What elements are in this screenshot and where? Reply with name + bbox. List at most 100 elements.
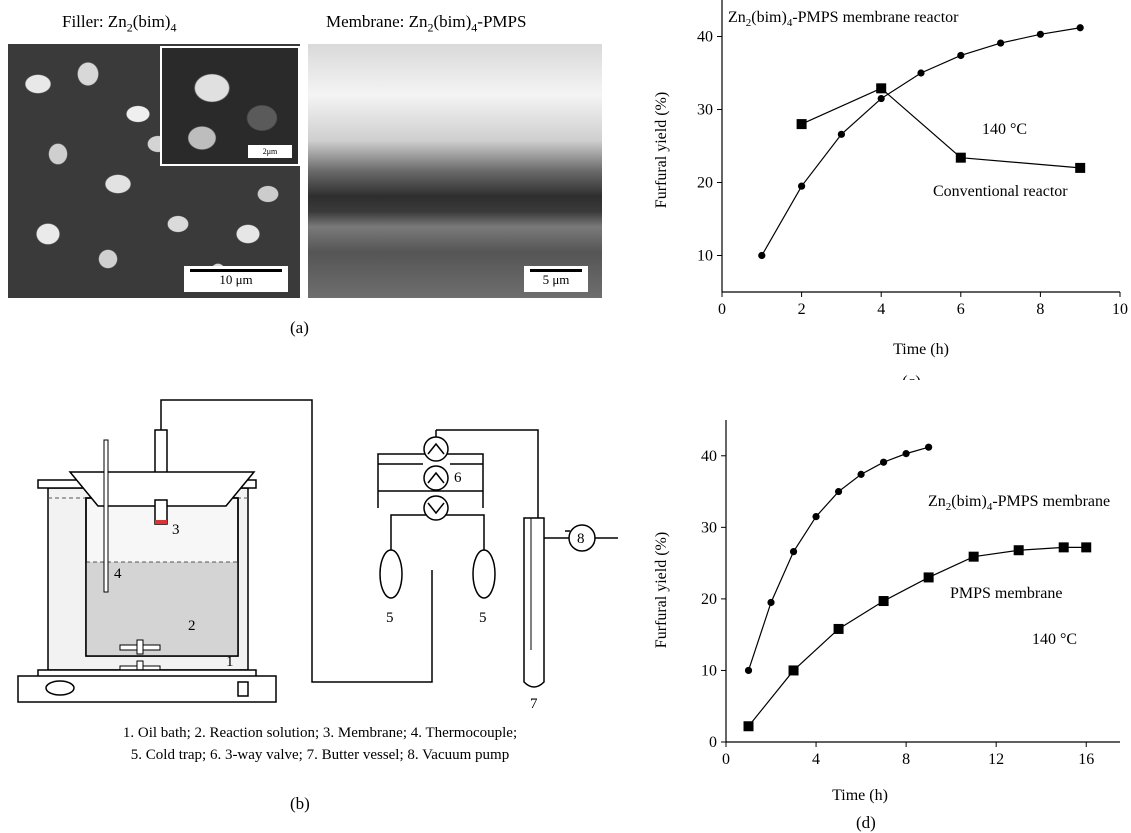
chart-c: 0 2 4 6 8 10 10 20 30 40 Furfural yield (%) Time … [653, 0, 1128, 380]
d-x-tick-label: 16 [1078, 751, 1094, 768]
c-y-tick-label: 10 [697, 248, 713, 265]
d-y-tick-label: 20 [701, 591, 717, 608]
c-x-tick-label: 2 [798, 301, 806, 318]
d-series-2-point [743, 721, 754, 732]
c-y-tick-label: 40 [697, 29, 713, 46]
c-temperature-label: 140 °C [982, 121, 1027, 138]
d-series-1-point [812, 513, 820, 521]
label-7: 7 [530, 696, 538, 710]
c-series2-label: Conventional reactor [933, 183, 1068, 200]
d-series-2-point [1081, 542, 1092, 553]
d-y-tick-label: 40 [701, 448, 717, 465]
three-way-valve-manifold [377, 429, 539, 554]
c-series-1-point [1036, 30, 1044, 38]
c-x-tick-label: 0 [718, 301, 726, 318]
label-3: 3 [172, 522, 180, 538]
c-panel-label: (c) [902, 372, 921, 380]
apparatus-schematic: 1 2 3 4 5 5 6 7 8 [17, 399, 618, 710]
c-series-2-point [876, 83, 887, 94]
valve-symbols [423, 436, 449, 521]
d-series2-label: PMPS membrane [950, 585, 1062, 602]
chart-d: 0 4 8 12 16 0 10 20 30 40 Furfural yield (%) Time… [653, 420, 1120, 832]
c-series-1-point [957, 51, 965, 60]
d-ylabel: Furfural yield (%) [653, 532, 670, 648]
c-series-1-line [761, 27, 1081, 256]
d-series-2-point [923, 572, 934, 583]
stirrer-reactor [119, 639, 161, 655]
panel-b-legend: 1. Oil bath; 2. Reaction solution; 3. Me… [122, 725, 518, 763]
c-series-2-line [801, 87, 1081, 169]
d-series1-label: Zn2(bim)4-PMPS membrane [928, 493, 1110, 513]
d-y-tick-label: 0 [709, 734, 717, 751]
c-series1-label: Zn2(bim)4-PMPS membrane reactor [728, 9, 959, 29]
label-4: 4 [114, 566, 122, 582]
d-series-2-point [1013, 545, 1024, 556]
c-series-2-point [1075, 162, 1086, 173]
d-series-1-point [902, 450, 910, 458]
panel-b-label: (b) [290, 794, 310, 813]
label-1: 1 [226, 654, 234, 670]
d-x-tick-label: 12 [988, 751, 1004, 768]
vacuum-line [160, 399, 433, 683]
sem-image-membrane: 5 μm [308, 44, 602, 298]
hotplate-knob [45, 680, 75, 696]
filler-title: Filler: Zn2(bim)4 [62, 12, 177, 35]
d-series-1-point [789, 548, 798, 556]
c-series-1-point [997, 39, 1005, 47]
d-x-tick-label: 4 [812, 751, 820, 768]
d-y-tick-label: 10 [701, 662, 717, 679]
c-series-2-point [796, 119, 807, 130]
c-x-tick-label: 4 [877, 301, 885, 318]
hotplate-switch [237, 681, 249, 697]
d-series-1-point [767, 598, 775, 607]
label-8: 8 [577, 531, 585, 547]
c-series-1-point [877, 94, 885, 103]
d-series-1-point [744, 666, 753, 675]
membrane-title: Membrane: Zn2(bim)4-PMPS [326, 12, 527, 35]
d-xlabel: Time (h) [832, 787, 888, 804]
c-series-1-point [917, 69, 925, 77]
sem-image-filler: 2μm 10 μm [8, 44, 300, 298]
c-y-tick-label: 30 [697, 102, 713, 119]
c-series-2-point [955, 152, 966, 163]
c-series-1-point [1076, 24, 1084, 32]
d-temperature-label: 140 °C [1032, 631, 1077, 648]
d-panel-label: (d) [856, 813, 876, 832]
inset-scale-bar: 2μm [248, 145, 292, 158]
buffer-vessel [523, 517, 545, 688]
label-6: 6 [454, 470, 462, 486]
thermocouple [103, 439, 109, 593]
reactor-lid [68, 471, 256, 507]
sem-inset: 2μm [160, 46, 300, 166]
membrane [155, 520, 167, 524]
d-x-tick-label: 8 [902, 751, 910, 768]
reaction-solution [86, 562, 238, 656]
c-x-tick-label: 8 [1036, 301, 1044, 318]
d-series-2-point [788, 665, 799, 676]
c-series-1-point [837, 130, 845, 138]
filler-scale-bar: 10 μm [184, 266, 288, 292]
label-2: 2 [188, 618, 196, 634]
label-5a: 5 [386, 610, 394, 626]
c-y-tick-label: 20 [697, 175, 713, 192]
c-xlabel: Time (h) [893, 341, 949, 358]
membrane-scale-bar: 5 μm [524, 266, 588, 292]
d-series-1-line [747, 446, 929, 671]
d-y-tick-label: 30 [701, 519, 717, 536]
d-x-tick-label: 0 [722, 751, 730, 768]
d-series-1-point [834, 487, 843, 496]
d-series-1-point [857, 470, 865, 478]
d-series-2-point [878, 596, 889, 607]
c-x-tick-label: 6 [957, 301, 965, 318]
panel-a-label: (a) [290, 318, 309, 337]
c-series-1-point [758, 251, 766, 260]
d-series-1-point [880, 458, 888, 466]
c-ylabel: Furfural yield (%) [653, 92, 670, 208]
c-x-tick-label: 10 [1112, 301, 1128, 318]
d-series-2-point [968, 551, 979, 562]
d-series-2-point [833, 623, 844, 634]
label-5b: 5 [479, 610, 487, 626]
cold-trap-right [472, 549, 496, 599]
d-series-2-point [1058, 542, 1069, 553]
cold-trap-left [379, 549, 403, 599]
